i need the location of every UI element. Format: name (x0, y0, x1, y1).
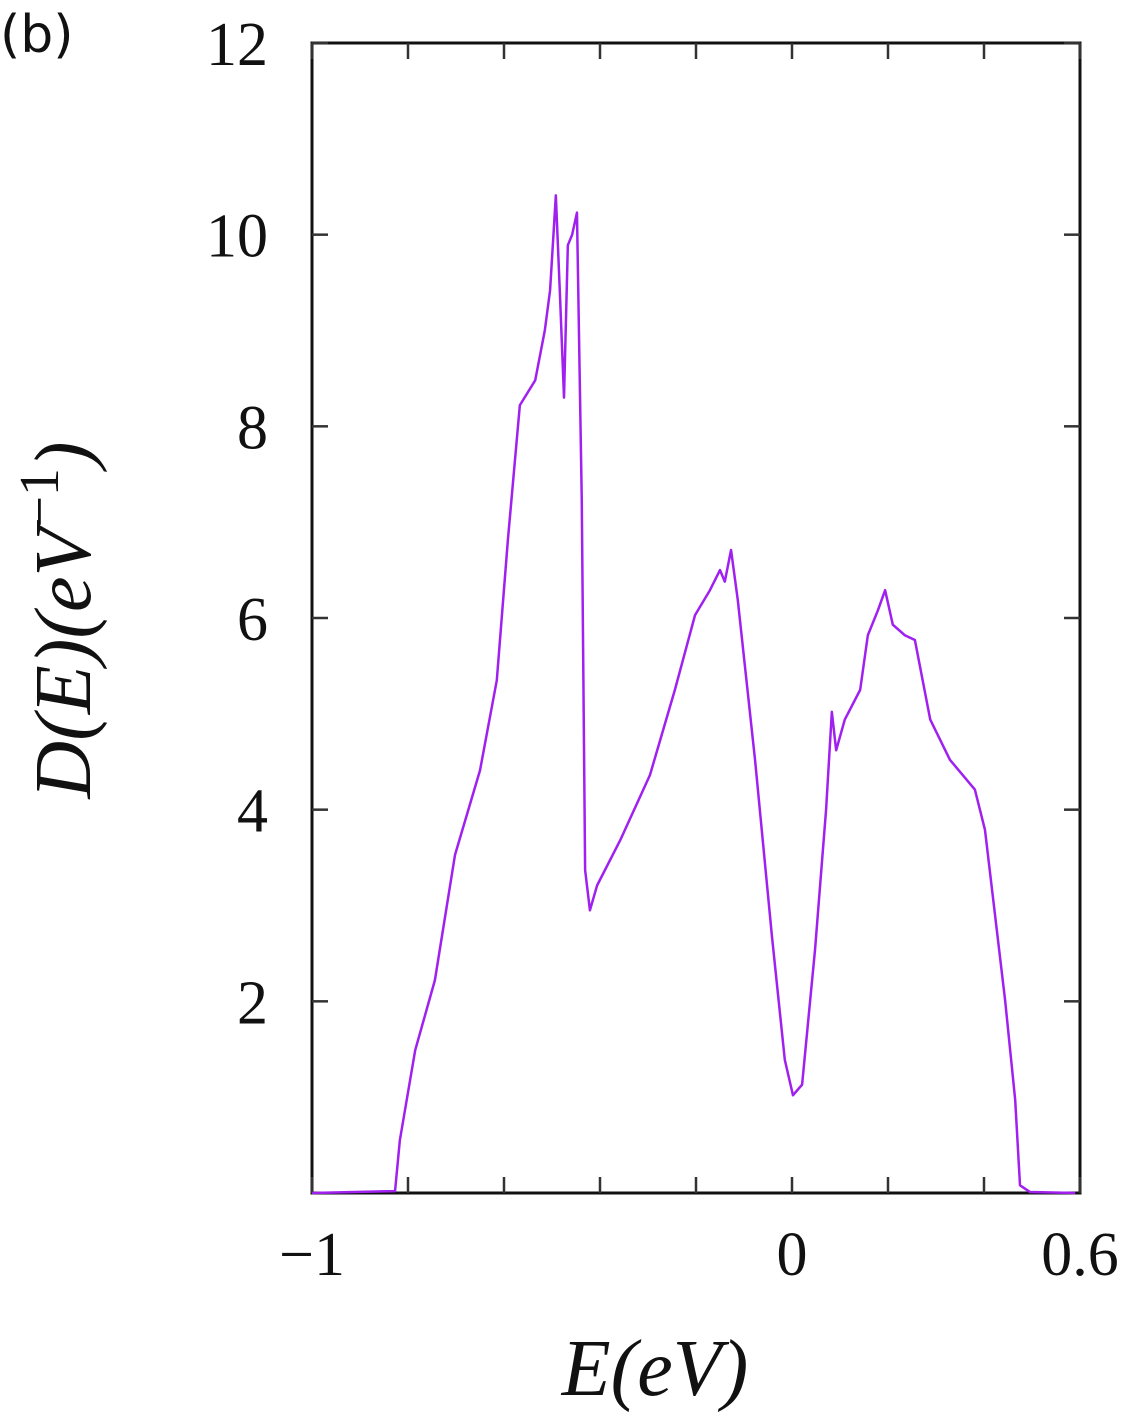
y-label-close: ) (20, 441, 108, 472)
x-tick-label: 0 (777, 1221, 808, 1289)
y-tick-label: 12 (206, 11, 268, 79)
x-axis-label: E(eV) (561, 1325, 749, 1413)
y-tick-label: 2 (237, 969, 268, 1037)
y-label-main: D(E)(eV (20, 520, 108, 800)
dos-line (311, 194, 1076, 1195)
y-tick-label: 8 (237, 394, 268, 462)
x-tick-label: −1 (279, 1221, 345, 1289)
y-tick-label: 6 (237, 586, 268, 654)
y-tick-label: 10 (206, 203, 268, 271)
panel-label: (b) (0, 5, 74, 65)
y-tick-label: 4 (237, 778, 268, 846)
plot-frame (310, 41, 1082, 1195)
y-axis-label: D(E)(eV−1) (9, 441, 108, 799)
y-label-sup: −1 (9, 468, 71, 528)
x-tick-label: 0.6 (1041, 1221, 1119, 1289)
